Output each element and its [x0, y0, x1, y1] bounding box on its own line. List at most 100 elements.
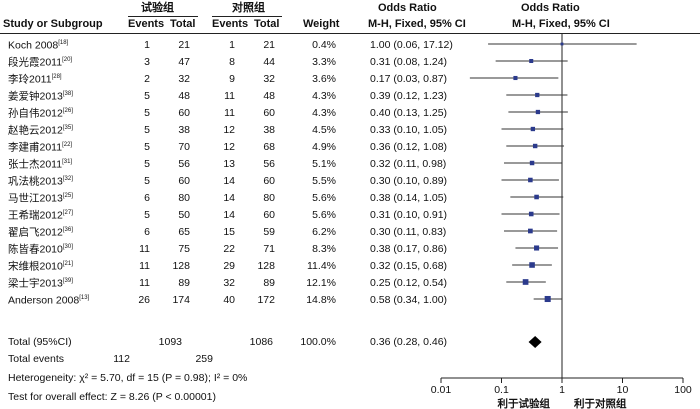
odds-ratio-ci: 0.31 (0.08, 1.24)	[370, 56, 448, 68]
total-exp: 47	[178, 56, 190, 68]
header-weight: Weight	[303, 18, 340, 30]
total-exp: 70	[178, 141, 190, 153]
study-name-text: 姜爱钟2013	[8, 90, 63, 103]
events-label: Total events	[8, 353, 65, 365]
x-tick-label: 0.01	[431, 384, 452, 396]
study-ref: [13]	[79, 295, 90, 301]
events-ctl: 32	[223, 277, 235, 289]
weight: 8.3%	[312, 243, 336, 255]
events-e1: 112	[113, 353, 130, 365]
total-ctl: 80	[263, 192, 275, 204]
total-ctl: 60	[263, 107, 275, 119]
events-ctl: 8	[229, 56, 235, 68]
total-exp: 56	[178, 158, 190, 170]
group-exp-underline	[128, 16, 198, 17]
events-exp: 5	[144, 124, 150, 136]
study-name: 王希瑞2012[27]	[8, 210, 73, 221]
study-name: Koch 2008[18]	[8, 40, 68, 51]
point-estimate-square	[535, 109, 541, 115]
x-tick-label: 0.1	[494, 384, 509, 396]
odds-ratio-ci: 0.25 (0.12, 0.54)	[370, 277, 448, 289]
odds-ratio-ci: 0.38 (0.14, 1.05)	[370, 192, 448, 204]
odds-ratio-ci: 0.30 (0.11, 0.83)	[370, 226, 447, 238]
study-name-text: 翟启飞2012	[8, 226, 63, 239]
total-exp: 60	[178, 175, 190, 187]
events-exp: 5	[144, 175, 150, 187]
events-exp: 26	[138, 294, 150, 306]
total-exp: 80	[178, 192, 190, 204]
study-ref: [26]	[62, 108, 73, 114]
study-name: 梁士宇2013[39]	[8, 278, 73, 289]
study-ref: [27]	[62, 210, 73, 216]
study-name-text: 李玲2011	[8, 73, 52, 86]
study-name-text: Koch 2008	[8, 39, 59, 52]
total-ctl: 21	[263, 39, 275, 51]
events-exp: 5	[144, 158, 150, 170]
events-exp: 6	[144, 192, 150, 204]
events-ctl: 29	[223, 260, 235, 272]
study-name: 段光霞2011[20]	[8, 57, 72, 68]
total-ctl: 44	[263, 56, 275, 68]
total-exp: 38	[178, 124, 190, 136]
events-exp: 11	[139, 260, 150, 272]
study-name: Anderson 2008[13]	[8, 295, 89, 306]
events-exp: 6	[144, 226, 150, 238]
study-ref: [38]	[62, 91, 73, 97]
weight: 5.5%	[312, 175, 336, 187]
study-ref: [20]	[62, 57, 73, 63]
weight: 11.4%	[307, 260, 336, 272]
study-name: 宋维根2010[21]	[8, 261, 73, 272]
events-exp: 5	[144, 141, 150, 153]
header-method-plot: M-H, Fixed, 95% CI	[512, 18, 610, 30]
total-label: Total (95%CI)	[8, 336, 72, 348]
events-ctl: 12	[223, 141, 235, 153]
weight: 14.8%	[306, 294, 336, 306]
study-name-text: 孙自伟2012	[8, 107, 63, 120]
events-exp: 2	[144, 73, 150, 85]
total-exp: 48	[178, 90, 190, 102]
x-tick-label: 10	[617, 384, 629, 396]
study-name: 张士杰2011[31]	[8, 159, 72, 170]
total-ctl: 32	[263, 73, 275, 85]
x-tick-label: 1	[559, 384, 565, 396]
events-exp: 5	[144, 209, 150, 221]
total-exp: 89	[178, 277, 190, 289]
total-ctl: 38	[263, 124, 275, 136]
header-group-exp: 试验组	[141, 2, 174, 14]
total-ctl: 71	[263, 243, 275, 255]
weight: 0.4%	[312, 39, 336, 51]
events-exp: 5	[144, 107, 150, 119]
events-ctl: 13	[223, 158, 235, 170]
study-name-text: 王希瑞2012	[8, 209, 63, 222]
odds-ratio-ci: 0.38 (0.17, 0.86)	[370, 243, 448, 255]
events-ctl: 14	[223, 209, 235, 221]
total-n2: 1086	[249, 336, 273, 348]
events-ctl: 40	[223, 294, 235, 306]
odds-ratio-ci: 0.32 (0.15, 0.68)	[370, 260, 448, 272]
events-ctl: 9	[229, 73, 235, 85]
study-ref: [25]	[62, 193, 73, 199]
x-tick-label: 100	[674, 384, 692, 396]
study-name-text: 陈皆春2010	[8, 243, 63, 256]
study-ref: [21]	[62, 261, 73, 267]
heterogeneity-text: Heterogeneity: χ² = 5.70, df = 15 (P = 0…	[8, 372, 248, 384]
overall-effect-text: Test for overall effect: Z = 8.26 (P < 0…	[8, 391, 216, 403]
header-events-ctl: Events	[212, 18, 249, 30]
study-ref: [30]	[62, 244, 73, 250]
total-ctl: 172	[257, 294, 275, 306]
study-name: 姜爱钟2013[38]	[8, 91, 73, 102]
point-estimate-square	[529, 160, 535, 166]
weight: 3.6%	[312, 73, 336, 85]
study-ref: [39]	[62, 278, 73, 284]
total-exp: 50	[178, 209, 190, 221]
events-e2: 259	[195, 353, 213, 365]
weight: 3.3%	[312, 56, 336, 68]
study-ref: [36]	[62, 227, 73, 233]
header-study: Study or Subgroup	[3, 18, 103, 30]
study-name-text: 段光霞2011	[8, 56, 63, 69]
study-name-text: 马世江2013	[8, 192, 63, 205]
point-estimate-square	[522, 279, 529, 285]
events-ctl: 14	[223, 192, 235, 204]
point-estimate-square	[560, 42, 564, 46]
